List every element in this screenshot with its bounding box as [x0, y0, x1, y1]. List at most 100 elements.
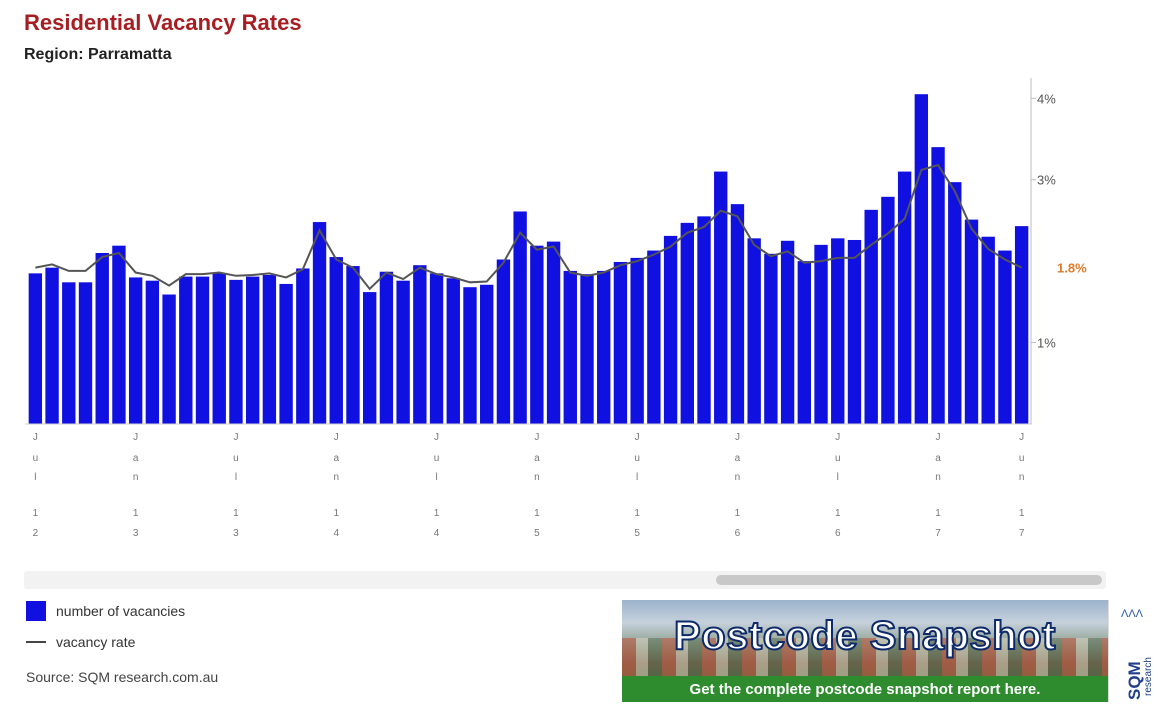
legend-item-vacancies: number of vacancies [26, 601, 185, 621]
x-tick-label: 1 [33, 508, 39, 519]
vacancy-bar [697, 216, 711, 424]
vacancy-bar [797, 261, 812, 424]
x-tick-label: a [333, 453, 339, 464]
vacancy-bar [513, 211, 527, 424]
vacancy-bar [78, 282, 93, 424]
x-tick-label: J [936, 432, 941, 443]
vacancy-bar [897, 171, 912, 424]
x-tick-label: 3 [133, 528, 139, 539]
y-tick-label: 1% [1037, 336, 1056, 351]
vacancy-bar [45, 267, 59, 424]
x-tick-label: l [435, 472, 437, 483]
x-tick-label: 4 [333, 528, 339, 539]
vacancy-bar [546, 241, 561, 424]
x-tick-label: J [434, 432, 439, 443]
x-tick-label: J [334, 432, 339, 443]
vacancy-bar [864, 209, 878, 424]
x-tick-label: u [634, 453, 640, 464]
x-tick-label: u [434, 453, 440, 464]
vacancy-bar [396, 280, 410, 424]
x-tick-label: J [133, 432, 138, 443]
x-tick-label: J [534, 432, 539, 443]
legend-label: number of vacancies [56, 603, 186, 619]
chart-subtitle: Region: Parramatta [24, 46, 172, 63]
logo-marks: ΛΛΛ [1120, 608, 1144, 620]
vacancy-bar [112, 245, 126, 424]
x-tick-label: n [935, 472, 941, 483]
vacancy-bar [312, 222, 327, 424]
current-rate-label: 1.8% [1057, 261, 1087, 276]
vacancy-bar [663, 235, 678, 424]
x-tick-label: a [735, 453, 741, 464]
banner-subtitle: Get the complete postcode snapshot repor… [689, 681, 1041, 698]
vacancy-bar [680, 222, 694, 424]
vacancy-bar [379, 271, 394, 424]
source-note: Source: SQM research.com.au [26, 669, 219, 685]
vacancy-bar [647, 250, 661, 424]
x-tick-label: u [233, 453, 239, 464]
x-tick-label: n [534, 472, 540, 483]
x-tick-label: a [534, 453, 540, 464]
chart-scrollbar-thumb[interactable] [716, 575, 1102, 585]
x-tick-label: 6 [835, 528, 841, 539]
x-tick-label: 7 [1019, 528, 1025, 539]
vacancy-bar [964, 219, 979, 424]
x-tick-label: l [837, 472, 839, 483]
vacancy-bar [780, 240, 795, 424]
vacancy-bar [831, 238, 845, 424]
vacancy-bar [128, 277, 143, 424]
x-tick-label: 7 [935, 528, 941, 539]
vacancy-bar [463, 287, 477, 424]
vacancy-bar [914, 94, 929, 425]
x-tick-label: a [133, 453, 139, 464]
postcode-snapshot-banner[interactable]: Postcode Snapshot Get the complete postc… [622, 600, 1108, 702]
x-tick-label: 1 [233, 508, 239, 519]
x-tick-label: 4 [434, 528, 440, 539]
vacancy-bar [847, 239, 862, 424]
legend-label: vacancy rate [56, 634, 136, 650]
vacancy-bar [279, 283, 293, 424]
banner-title: Postcode Snapshot [673, 613, 1056, 659]
x-tick-label: J [835, 432, 840, 443]
vacancy-bar [245, 276, 260, 424]
vacancy-bar [162, 294, 176, 424]
x-tick-label: 1 [1019, 508, 1025, 519]
vacancy-bar [179, 276, 193, 424]
vacancy-rate-line [35, 163, 1023, 291]
vacancy-bar [480, 284, 494, 424]
vacancy-bar [981, 236, 995, 424]
vacancy-bar [530, 245, 544, 424]
y-tick-label: 4% [1037, 91, 1056, 106]
vacancy-bar [998, 250, 1012, 424]
x-tick-label: J [1019, 432, 1024, 443]
x-tick-label: 1 [735, 508, 741, 519]
x-tick-label: 5 [634, 528, 640, 539]
legend-swatch-line [26, 641, 46, 643]
x-tick-label: a [935, 453, 941, 464]
vacancy-bar [764, 253, 778, 424]
vacancy-bar [28, 273, 43, 424]
x-tick-label: 1 [835, 508, 841, 519]
x-tick-label: 1 [133, 508, 139, 519]
x-tick-label: J [635, 432, 640, 443]
legend-swatch-bar [26, 601, 46, 621]
x-tick-label: n [133, 472, 139, 483]
vacancy-bar [413, 265, 427, 424]
vacancy-bar [446, 278, 460, 424]
vacancy-bar [730, 204, 745, 424]
logo-text: SQM [1125, 661, 1144, 700]
x-tick-label: 1 [333, 508, 339, 519]
vacancy-bar [346, 266, 360, 424]
vacancy-bar [262, 274, 277, 424]
vacancy-bar [814, 244, 828, 424]
x-tick-label: u [1019, 453, 1025, 464]
x-tick-label: n [333, 472, 339, 483]
x-tick-label: 2 [33, 528, 39, 539]
vacancy-bar [496, 259, 511, 424]
sqm-logo[interactable]: ΛΛΛ SQM research [1108, 600, 1155, 702]
x-tick-label: u [33, 453, 39, 464]
vacancy-bar [563, 270, 577, 424]
vacancy-bar [580, 274, 594, 424]
vacancy-chart: 1%3%4%1.8%Jul12Jan13Jul13Jan14Jul14Jan15… [25, 78, 1087, 539]
vacancy-bar [747, 238, 761, 424]
